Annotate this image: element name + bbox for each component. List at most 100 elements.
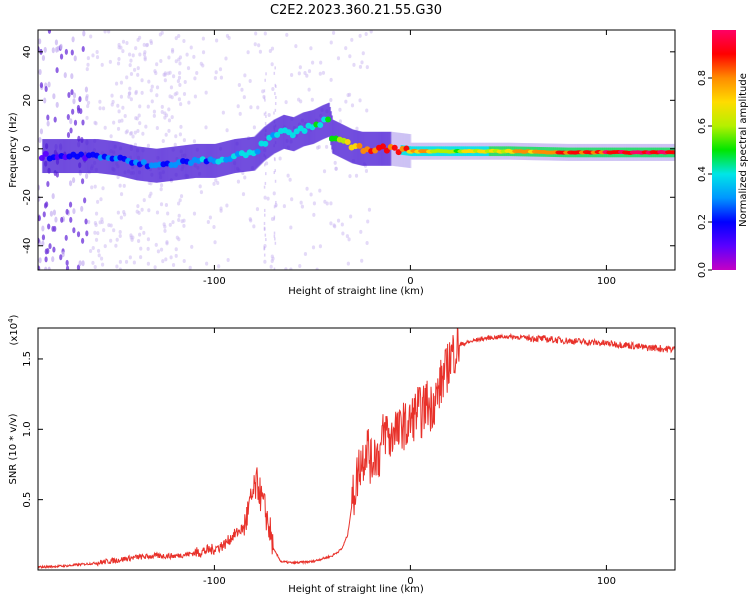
noise-mark [271, 87, 275, 92]
noise-mark [246, 50, 250, 55]
noise-mark [333, 160, 337, 165]
noise-mark [263, 259, 267, 264]
noise-mark [85, 67, 89, 72]
snr-scale-close: ) [9, 314, 20, 318]
noise-mark [55, 67, 59, 74]
noise-mark [115, 237, 119, 242]
noise-mark [345, 234, 349, 239]
noise-mark [133, 67, 137, 72]
noise-mark [195, 70, 199, 75]
noise-mark [364, 169, 369, 174]
noise-mark [76, 231, 81, 238]
noise-mark [54, 216, 58, 223]
noise-mark [177, 213, 181, 218]
noise-mark [53, 225, 57, 232]
noise-mark [217, 264, 221, 269]
snr-ticks: -100 0 100 0.5 1.0 1.5 [22, 328, 675, 587]
noise-mark [177, 217, 181, 222]
noise-mark [284, 267, 288, 270]
noise-mark [138, 104, 142, 109]
noise-mark [129, 235, 133, 240]
noise-mark [221, 110, 225, 115]
noise-mark [312, 201, 317, 206]
noise-mark [80, 237, 85, 244]
noise-mark [310, 60, 315, 65]
noise-mark [298, 264, 302, 269]
noise-mark [60, 216, 64, 223]
noise-mark [179, 102, 183, 107]
noise-mark [129, 71, 134, 76]
noise-mark [212, 224, 216, 229]
noise-mark [135, 209, 139, 214]
noise-mark [350, 37, 354, 42]
noise-mark [164, 203, 169, 208]
noise-mark [361, 51, 365, 56]
ridge-mark [379, 143, 386, 150]
noise-mark [64, 234, 68, 241]
noise-mark [216, 180, 220, 185]
spectrogram-xtick-label: 0 [407, 276, 413, 287]
noise-mark [38, 215, 41, 222]
noise-mark [142, 198, 146, 203]
noise-mark [303, 251, 308, 256]
streak-mark [265, 72, 267, 76]
noise-mark [206, 220, 210, 225]
noise-mark [170, 47, 175, 52]
noise-mark [86, 56, 90, 61]
noise-mark [154, 242, 158, 247]
noise-mark [167, 107, 171, 112]
noise-mark [300, 204, 305, 209]
noise-mark [167, 128, 171, 133]
noise-mark [178, 132, 183, 137]
noise-mark [236, 104, 240, 109]
snr-scale-label: (x104) [7, 314, 20, 345]
noise-mark [88, 248, 93, 253]
noise-mark [365, 240, 369, 245]
noise-mark [107, 30, 111, 34]
noise-mark [347, 237, 351, 242]
noise-mark [115, 264, 119, 269]
snr-scale-prefix: (x10 [9, 323, 20, 346]
streak-mark [263, 208, 266, 212]
noise-mark [128, 86, 132, 91]
noise-mark [128, 91, 132, 96]
noise-mark [131, 53, 135, 58]
noise-mark [52, 246, 56, 253]
noise-mark [94, 237, 99, 242]
noise-mark [38, 265, 41, 270]
noise-mark [69, 216, 73, 223]
noise-mark [256, 105, 260, 110]
noise-mark [154, 71, 158, 76]
ridge-mark [38, 155, 45, 162]
noise-mark [336, 218, 341, 223]
noise-mark [136, 66, 140, 71]
noise-mark [201, 50, 206, 55]
noise-mark [252, 125, 256, 130]
noise-mark [358, 98, 362, 103]
noise-mark [344, 99, 348, 104]
noise-mark [51, 256, 55, 263]
noise-mark [338, 119, 342, 124]
noise-mark [38, 257, 42, 264]
noise-mark [143, 55, 147, 60]
noise-mark [297, 71, 301, 76]
noise-mark [307, 69, 312, 74]
noise-mark [225, 33, 230, 38]
noise-mark [305, 186, 309, 191]
noise-mark [174, 134, 178, 139]
streak-mark [263, 185, 266, 189]
noise-mark [133, 130, 137, 135]
noise-mark [46, 180, 50, 187]
noise-mark [249, 218, 253, 223]
noise-mark [147, 79, 151, 84]
noise-mark [198, 184, 202, 189]
noise-mark [155, 210, 160, 215]
ridge-mark [140, 159, 147, 166]
noise-mark [318, 71, 322, 76]
noise-mark [39, 82, 44, 89]
noise-mark [270, 217, 275, 222]
noise-mark [159, 59, 163, 64]
ridge-mark [78, 151, 85, 158]
noise-mark [47, 266, 51, 270]
noise-mark [78, 260, 82, 267]
